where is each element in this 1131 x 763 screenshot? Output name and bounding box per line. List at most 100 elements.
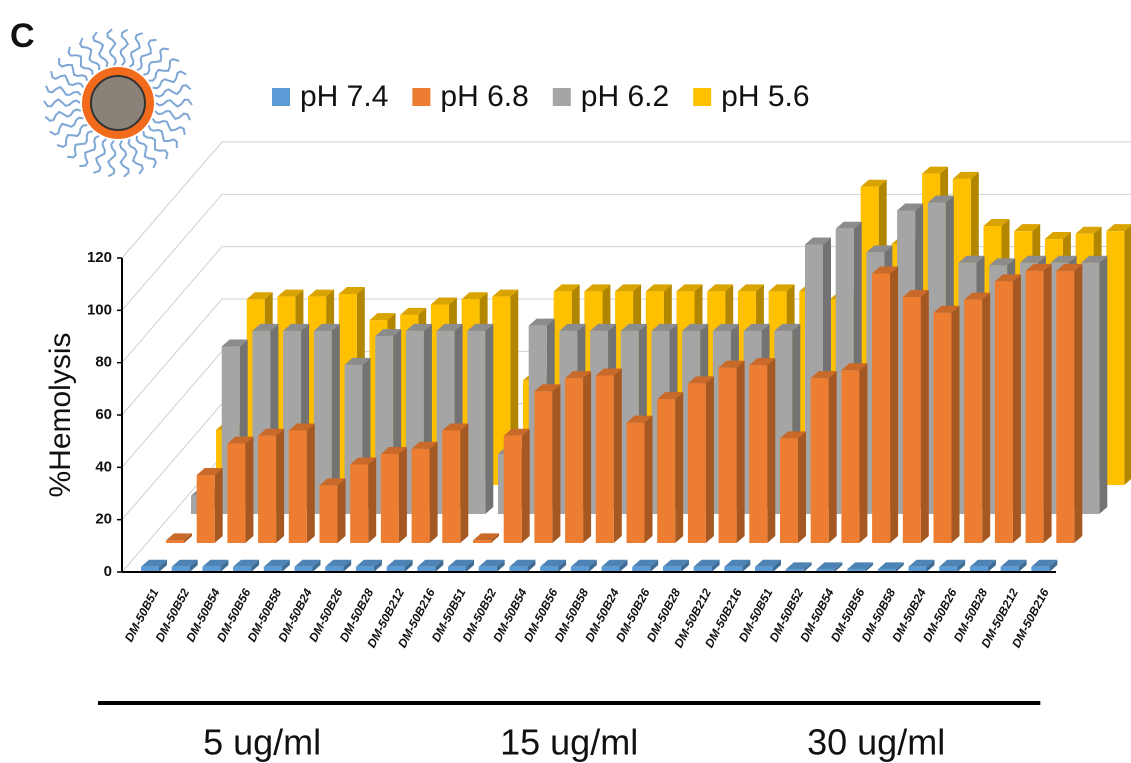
y-tick-label: 40 (95, 458, 112, 475)
bar-top (1000, 559, 1027, 567)
bar-top (221, 339, 248, 347)
y-tick-label: 20 (95, 511, 112, 528)
bar-top (258, 428, 285, 436)
bar (171, 559, 198, 572)
bar-side (1043, 263, 1052, 543)
bar-front (1056, 270, 1075, 543)
bar-front (540, 566, 559, 572)
bar-front (1081, 262, 1100, 514)
bar-side (588, 559, 597, 572)
bar (1081, 255, 1108, 515)
bar-front (411, 448, 430, 543)
bar-side (1124, 225, 1131, 485)
bar-front (534, 391, 553, 543)
bar-top (866, 245, 893, 253)
bar-front (417, 566, 436, 572)
bar-front (442, 430, 461, 543)
y-tick-label: 100 (87, 301, 112, 318)
bar-top (584, 284, 611, 292)
bar-front (263, 566, 282, 572)
bar-top (969, 559, 996, 567)
bar-top (601, 559, 628, 567)
bar-top (350, 457, 377, 465)
bar (657, 392, 684, 543)
bar-top (171, 559, 198, 567)
bar-side (312, 559, 321, 572)
bar-top (712, 323, 739, 331)
bar-front (847, 569, 866, 572)
bar-side (306, 423, 315, 543)
bar-front (718, 367, 737, 543)
bar-side (583, 371, 592, 543)
bar-top (252, 323, 279, 331)
bar-top (1075, 226, 1102, 234)
bar-top (196, 467, 223, 475)
bar (263, 559, 290, 572)
bar-side (1018, 559, 1027, 572)
bar-side (485, 323, 494, 514)
bar-top (847, 562, 874, 570)
bar-side (895, 562, 904, 572)
bar (509, 559, 536, 572)
bar-front (448, 566, 466, 572)
bar (1025, 263, 1052, 543)
bar (724, 559, 751, 572)
bar-top (553, 284, 580, 292)
bar-top (227, 436, 254, 444)
grid-line (121, 141, 1131, 259)
bar-top (436, 323, 463, 331)
bar-top (939, 559, 966, 567)
bar-front (749, 365, 768, 543)
bar-side (957, 559, 966, 572)
bar-top (737, 284, 764, 292)
bar-top (595, 368, 622, 376)
bar-side (619, 559, 628, 572)
bar (478, 559, 505, 572)
bar (755, 559, 781, 572)
bar-front (601, 566, 620, 572)
bar-top (841, 363, 868, 371)
bar-front (626, 422, 645, 543)
bar (448, 559, 474, 572)
bar-top (983, 218, 1010, 226)
bar-top (927, 195, 954, 203)
bar-top (1106, 224, 1131, 232)
bar-top (1044, 232, 1071, 240)
bar-top (1056, 263, 1083, 271)
bar-front (227, 443, 246, 543)
bar-top (687, 376, 714, 384)
bar-front (785, 569, 804, 572)
bar (816, 562, 843, 572)
y-tick-label: 80 (95, 354, 112, 371)
legend-label: pH 6.8 (440, 80, 528, 113)
bar-top (166, 533, 192, 541)
bar (902, 290, 929, 543)
bar (877, 562, 904, 572)
bar-top (676, 284, 703, 292)
bar-top (478, 559, 505, 567)
bar-front (939, 566, 958, 572)
bar-front (1031, 566, 1050, 572)
bar-side (429, 441, 438, 543)
bar-front (780, 438, 798, 543)
bar-top (835, 221, 862, 229)
bar (473, 533, 499, 543)
bar-front (258, 435, 277, 543)
bar-front (503, 435, 522, 543)
bar (196, 467, 223, 543)
bar-top (141, 559, 167, 567)
bar-front (1000, 566, 1019, 572)
bar-top (651, 323, 678, 331)
bar-front (657, 399, 676, 543)
bar-side (865, 562, 874, 572)
bar-front (841, 370, 860, 543)
bar-top (933, 305, 960, 313)
bar-side (890, 266, 899, 543)
bar-side (1074, 263, 1083, 543)
bar-side (680, 559, 689, 572)
bar (166, 533, 192, 543)
bar-front (166, 540, 184, 543)
bar (749, 358, 776, 543)
bar-top (509, 559, 536, 567)
nanoparticle-icon (43, 28, 193, 178)
